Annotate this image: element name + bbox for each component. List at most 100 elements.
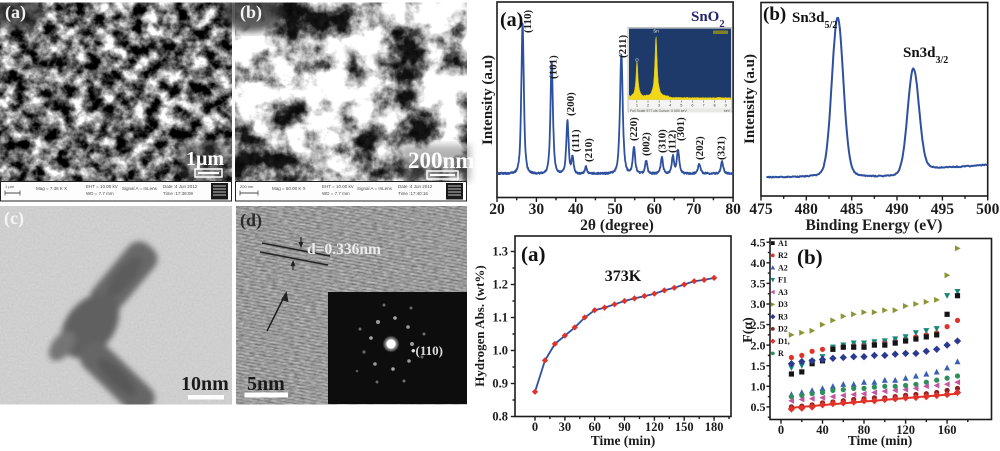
svg-text:Intensity (a.u): Intensity (a.u) — [480, 55, 496, 145]
svg-text:Sn3d5/2: Sn3d5/2 — [792, 10, 837, 31]
svg-text:R2: R2 — [778, 251, 788, 260]
svg-text:1.5: 1.5 — [751, 359, 766, 373]
svg-text:2.5: 2.5 — [751, 318, 766, 332]
svg-text:R3: R3 — [778, 313, 788, 322]
svg-text:30: 30 — [559, 420, 572, 434]
svg-text:keV: keV — [724, 109, 731, 113]
svg-text:R: R — [778, 349, 784, 358]
svg-text:A1: A1 — [778, 239, 788, 248]
svg-text:F(α): F(α) — [741, 317, 756, 343]
svg-text:(a): (a) — [500, 9, 523, 31]
svg-text:0: 0 — [778, 423, 784, 437]
svg-text:0.8: 0.8 — [492, 410, 508, 424]
svg-text:8: 8 — [714, 104, 716, 108]
svg-text:40: 40 — [816, 423, 829, 437]
svg-text:(a): (a) — [5, 2, 26, 23]
svg-text:D2: D2 — [778, 325, 788, 334]
svg-text:(101): (101) — [548, 55, 560, 79]
svg-text:1: 1 — [636, 104, 638, 108]
svg-text:1.2: 1.2 — [492, 278, 508, 292]
svg-text:4.0: 4.0 — [751, 256, 766, 270]
svg-text:Sn3d3/2: Sn3d3/2 — [903, 45, 948, 66]
svg-text:0.5: 0.5 — [751, 400, 766, 414]
svg-text:(111): (111) — [570, 129, 582, 152]
svg-text:O: O — [635, 58, 639, 63]
svg-text:(a): (a) — [521, 242, 546, 266]
svg-text:(301): (301) — [675, 117, 687, 141]
svg-text:30: 30 — [529, 201, 545, 218]
svg-text:3.0: 3.0 — [751, 297, 766, 311]
svg-text:(310): (310) — [656, 129, 668, 153]
svg-text:EHT = 10.00 kV: EHT = 10.00 kV — [86, 184, 118, 189]
svg-text:(002): (002) — [641, 132, 653, 156]
svg-text:F1: F1 — [778, 276, 787, 285]
svg-text:5: 5 — [680, 104, 682, 108]
svg-text:(200): (200) — [565, 92, 577, 116]
svg-text:40: 40 — [568, 201, 584, 218]
svg-text:475: 475 — [749, 201, 773, 218]
svg-text:373K: 373K — [605, 268, 642, 285]
svg-text:1μm: 1μm — [186, 148, 224, 170]
svg-text:4: 4 — [669, 104, 671, 108]
svg-text:(d): (d) — [240, 210, 262, 231]
svg-text:(b): (b) — [240, 2, 262, 23]
svg-text:1.0: 1.0 — [751, 380, 766, 394]
svg-text:2.0: 2.0 — [751, 338, 766, 352]
svg-text:60: 60 — [647, 201, 663, 218]
svg-text:9: 9 — [725, 104, 727, 108]
svg-text:Mag = 50.00 K X: Mag = 50.00 K X — [272, 186, 306, 191]
svg-text:90: 90 — [618, 420, 631, 434]
svg-text:20: 20 — [489, 201, 505, 218]
svg-text:(220): (220) — [628, 117, 640, 141]
svg-text:Date :4 Jun 2012: Date :4 Jun 2012 — [398, 184, 433, 189]
svg-text:5nm: 5nm — [247, 373, 285, 395]
svg-text:EHT = 10.00 kV: EHT = 10.00 kV — [322, 184, 354, 189]
svg-text:3: 3 — [658, 104, 660, 108]
svg-text:1 μm: 1 μm — [5, 184, 15, 189]
svg-text:200nm: 200nm — [408, 148, 474, 173]
svg-text:490: 490 — [885, 201, 909, 218]
svg-text:60: 60 — [588, 420, 601, 434]
svg-text:(110): (110) — [522, 9, 534, 33]
svg-text:(202): (202) — [694, 136, 706, 160]
svg-text:10nm: 10nm — [181, 373, 229, 395]
svg-text:1.0: 1.0 — [492, 344, 508, 358]
svg-text:Sn: Sn — [653, 29, 659, 34]
svg-text:WD = 7.7 mm: WD = 7.7 mm — [86, 191, 114, 196]
svg-text:WD = 7.7 mm: WD = 7.7 mm — [322, 191, 350, 196]
svg-text:Date :4 Jun 2012: Date :4 Jun 2012 — [163, 184, 198, 189]
svg-text:70: 70 — [686, 201, 702, 218]
svg-text:495: 495 — [931, 201, 955, 218]
svg-text:120: 120 — [645, 420, 664, 434]
svg-text:1.1: 1.1 — [492, 311, 508, 325]
svg-text:500: 500 — [976, 201, 1000, 218]
svg-text:Binding Energy (eV): Binding Energy (eV) — [806, 217, 943, 234]
svg-text:Mag = 7.38 K X: Mag = 7.38 K X — [36, 186, 67, 191]
svg-text:80: 80 — [858, 423, 871, 437]
svg-text:d=0.336nm: d=0.336nm — [307, 241, 381, 258]
svg-text:(321): (321) — [716, 136, 728, 160]
svg-text:1.3: 1.3 — [492, 245, 508, 259]
svg-text:Time (min): Time (min) — [591, 433, 656, 448]
svg-text:Signal A = InLens: Signal A = InLens — [357, 186, 393, 191]
svg-text:7: 7 — [702, 104, 704, 108]
svg-text:120: 120 — [896, 423, 915, 437]
svg-text:(112): (112) — [666, 129, 678, 153]
svg-text:6: 6 — [691, 104, 693, 108]
svg-text:200 nm: 200 nm — [240, 184, 254, 189]
svg-text:(b): (b) — [797, 245, 823, 269]
svg-text:0: 0 — [532, 420, 538, 434]
svg-text:180: 180 — [705, 420, 724, 434]
svg-text:(211): (211) — [617, 34, 629, 58]
svg-text:(c): (c) — [4, 208, 24, 229]
svg-text:3.5: 3.5 — [751, 277, 766, 291]
svg-text:Full Scale 977 cts Cursor: 0.0: Full Scale 977 cts Cursor: 0.000 keV — [630, 109, 687, 113]
svg-text:D1,: D1, — [778, 337, 790, 346]
svg-text:160: 160 — [938, 423, 957, 437]
svg-text:4.5: 4.5 — [751, 235, 766, 249]
svg-text:A2: A2 — [778, 263, 788, 272]
svg-text:(b): (b) — [763, 4, 786, 25]
svg-text:480: 480 — [795, 201, 819, 218]
svg-text:Intensity (a.u): Intensity (a.u) — [742, 54, 758, 144]
svg-text:485: 485 — [840, 201, 864, 218]
